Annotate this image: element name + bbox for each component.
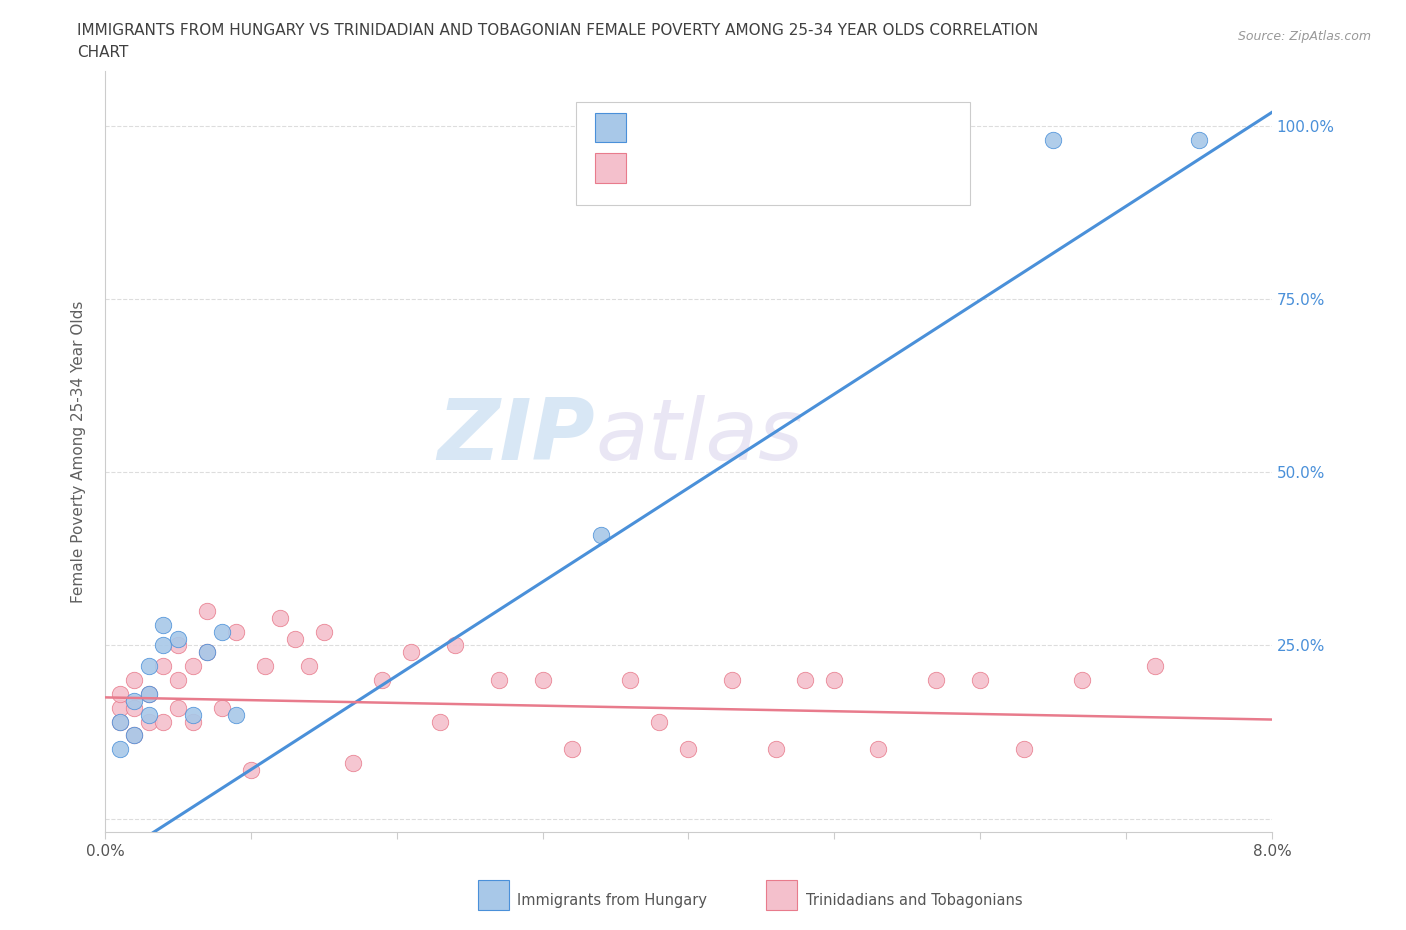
Point bbox=[1071, 672, 1094, 687]
Text: 0.816: 0.816 bbox=[689, 124, 747, 141]
Point bbox=[108, 714, 131, 729]
Point bbox=[823, 672, 845, 687]
Point bbox=[152, 638, 174, 653]
Point bbox=[589, 527, 612, 542]
Point bbox=[138, 686, 160, 701]
Point bbox=[868, 742, 890, 757]
Point bbox=[969, 672, 991, 687]
Y-axis label: Female Poverty Among 25-34 Year Olds: Female Poverty Among 25-34 Year Olds bbox=[72, 300, 86, 603]
Point bbox=[108, 714, 131, 729]
Text: Immigrants from Hungary: Immigrants from Hungary bbox=[517, 893, 707, 908]
Point bbox=[794, 672, 817, 687]
Point bbox=[195, 644, 218, 659]
Point bbox=[138, 686, 160, 701]
Point bbox=[371, 672, 394, 687]
Point bbox=[108, 686, 131, 701]
Point bbox=[122, 700, 145, 715]
Text: IMMIGRANTS FROM HUNGARY VS TRINIDADIAN AND TOBAGONIAN FEMALE POVERTY AMONG 25-34: IMMIGRANTS FROM HUNGARY VS TRINIDADIAN A… bbox=[77, 23, 1039, 38]
Point bbox=[225, 624, 247, 639]
Point bbox=[342, 756, 364, 771]
Point bbox=[211, 624, 233, 639]
Text: -0.099: -0.099 bbox=[689, 165, 754, 182]
Point bbox=[488, 672, 510, 687]
Point bbox=[269, 610, 291, 625]
Point bbox=[195, 644, 218, 659]
Point bbox=[1188, 133, 1211, 148]
Point bbox=[181, 658, 204, 673]
Point bbox=[122, 694, 145, 709]
Point bbox=[122, 672, 145, 687]
Point bbox=[108, 700, 131, 715]
Point bbox=[561, 742, 583, 757]
Point bbox=[444, 638, 467, 653]
Point bbox=[152, 618, 174, 632]
Text: N =: N = bbox=[778, 165, 814, 182]
Point bbox=[298, 658, 321, 673]
Point bbox=[284, 631, 307, 646]
Point bbox=[1012, 742, 1035, 757]
Point bbox=[152, 714, 174, 729]
Point bbox=[181, 707, 204, 722]
Point bbox=[225, 707, 247, 722]
Point bbox=[211, 700, 233, 715]
Point bbox=[648, 714, 671, 729]
Point bbox=[138, 658, 160, 673]
Text: 46: 46 bbox=[830, 165, 855, 182]
Point bbox=[122, 728, 145, 743]
Text: Source: ZipAtlas.com: Source: ZipAtlas.com bbox=[1237, 30, 1371, 43]
Text: R =: R = bbox=[637, 165, 673, 182]
Point bbox=[239, 763, 262, 777]
Text: CHART: CHART bbox=[77, 45, 129, 60]
Point bbox=[765, 742, 787, 757]
Point bbox=[678, 742, 700, 757]
Text: atlas: atlas bbox=[595, 395, 803, 478]
Point bbox=[122, 728, 145, 743]
Text: N =: N = bbox=[778, 124, 814, 141]
Point bbox=[138, 707, 160, 722]
Text: R =: R = bbox=[637, 124, 673, 141]
Point bbox=[1144, 658, 1167, 673]
Point bbox=[195, 604, 218, 618]
Point bbox=[167, 638, 190, 653]
Point bbox=[401, 644, 423, 659]
Point bbox=[1042, 133, 1064, 148]
Point bbox=[181, 714, 204, 729]
Text: Trinidadians and Tobagonians: Trinidadians and Tobagonians bbox=[806, 893, 1022, 908]
Point bbox=[152, 658, 174, 673]
Point bbox=[312, 624, 335, 639]
Point bbox=[429, 714, 451, 729]
Point bbox=[167, 700, 190, 715]
Text: 17: 17 bbox=[830, 124, 855, 141]
Text: ZIP: ZIP bbox=[437, 395, 595, 478]
Point bbox=[108, 742, 131, 757]
Point bbox=[254, 658, 277, 673]
Point bbox=[167, 631, 190, 646]
Point bbox=[531, 672, 554, 687]
Point bbox=[721, 672, 744, 687]
Point bbox=[925, 672, 948, 687]
Point bbox=[138, 714, 160, 729]
Point bbox=[167, 672, 190, 687]
Point bbox=[619, 672, 641, 687]
